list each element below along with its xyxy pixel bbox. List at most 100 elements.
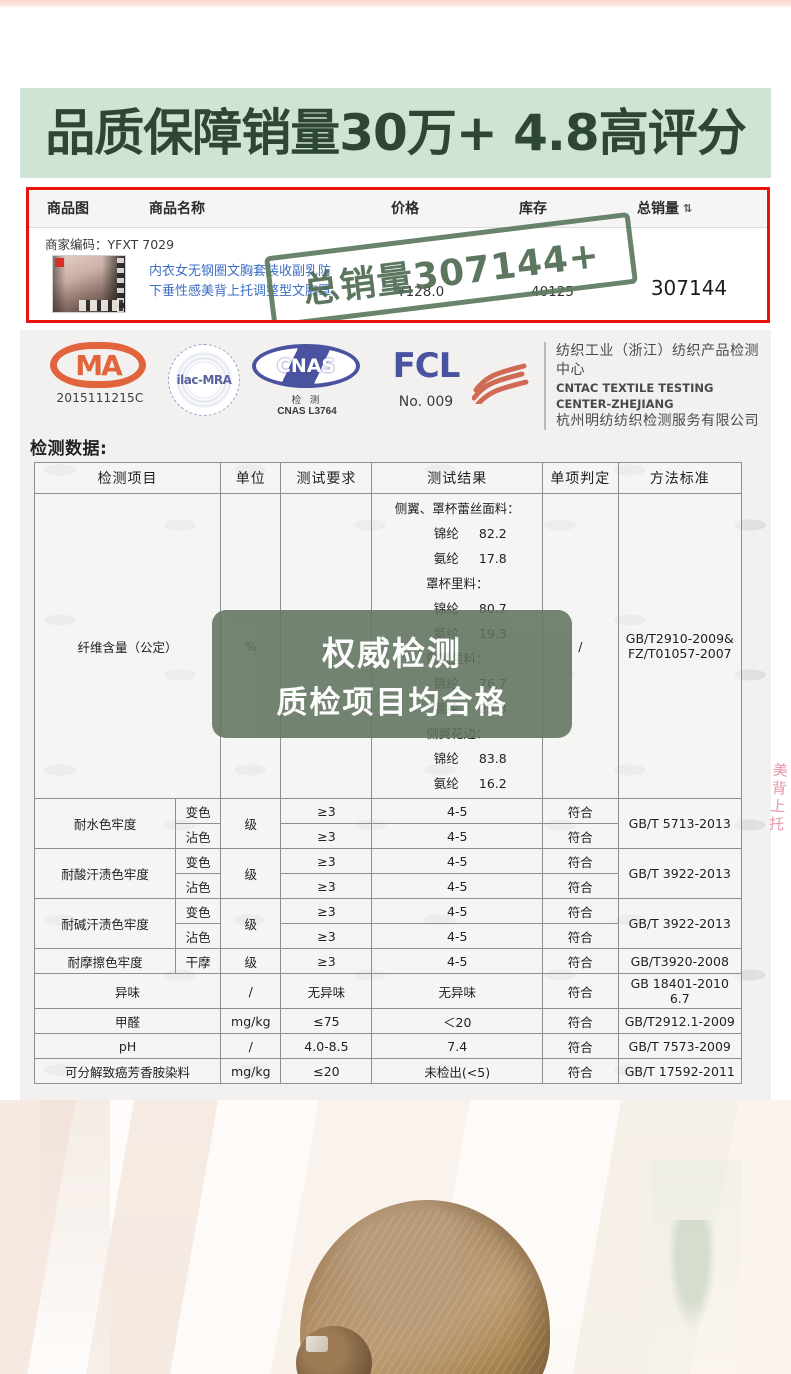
- fiber-group-label: 侧翼、罩杯蕾丝面料：: [394, 501, 520, 516]
- ma-certification-logo: MA 2015111215C: [50, 342, 150, 405]
- fiber-entry: 氨纶 17.8: [433, 551, 507, 566]
- product-name-line2: 下垂性感美背上托调整型文胸罩: [149, 284, 332, 299]
- cell-result: 未检出(<5): [371, 1058, 544, 1084]
- cell-standard: GB/T2912.1-2009: [617, 1008, 743, 1034]
- cell-standard: GB/T3920-2008: [617, 948, 743, 974]
- photo-curtain-left: [40, 1100, 110, 1374]
- sort-toggle-icon[interactable]: ⇅: [683, 202, 693, 215]
- cell-judgement: 符合: [542, 923, 619, 949]
- cnas-sub-label-cn: 检 测: [291, 395, 323, 406]
- cell-result: 无异味: [371, 973, 544, 1009]
- certification-logo-strip: MA 2015111215C ilac-MRA CNAS 检 测 CNAS L3…: [20, 330, 772, 457]
- cell-test-item: 耐碱汗渍色牢度: [33, 898, 177, 949]
- cell-test-item: 耐摩擦色牢度: [33, 948, 177, 974]
- table-row: 耐摩擦色牢度 干摩级 ≥3 4-5 符合 GB/T3920-2008: [33, 948, 743, 974]
- header-standard: 方法标准: [617, 462, 743, 494]
- header-result: 测试结果: [371, 462, 544, 494]
- table-row: 沾色 ≥3 4-5 符合: [35, 873, 742, 899]
- filmstrip-decoration: [117, 258, 124, 312]
- column-header-name: 商品名称: [149, 201, 205, 217]
- cell-requirement: ≥3: [280, 873, 373, 899]
- cell-requirement: ≤75: [280, 1008, 373, 1034]
- cell-unit: 级: [220, 948, 282, 974]
- cell-unit: 级: [220, 798, 282, 849]
- product-thumbnail-image[interactable]: [52, 255, 126, 313]
- lab-name-cn-secondary: 杭州明纺纺织检测服务有限公司: [556, 413, 759, 429]
- cell-result: 4-5: [371, 798, 544, 824]
- header-unit: 单位: [220, 462, 282, 494]
- cell-test-item: 耐水色牢度: [33, 798, 177, 849]
- ma-mark-icon: MA: [50, 342, 146, 388]
- column-header-sales-label: 总销量: [637, 201, 679, 217]
- cnas-certification-logo: CNAS 检 测 CNAS L3764: [252, 344, 362, 417]
- cell-judgement: 符合: [542, 1058, 619, 1084]
- column-header-image: 商品图: [47, 201, 89, 217]
- headline-text: 品质保障销量30万+ 4.8高评分: [45, 104, 746, 162]
- cell-test-subitem: 沾色: [175, 923, 222, 949]
- cell-standard: GB/T 3922-2013: [617, 848, 743, 899]
- cell-unit: 级: [220, 848, 282, 899]
- cell-standard: GB 18401-2010 6.7: [617, 973, 743, 1009]
- fcl-number-label: No. 009: [398, 394, 454, 410]
- column-header-stock: 库存: [519, 201, 547, 217]
- cell-test-item: 异味: [33, 973, 222, 1009]
- cnas-mark-icon: CNAS: [252, 344, 360, 388]
- product-sales-panel: 商品图 商品名称 价格 库存 总销量 ⇅ 商家编码：YFXT 7029 内衣女无钢…: [26, 187, 770, 323]
- ma-certificate-code: 2015111215C: [56, 391, 144, 405]
- header-test-item: 检测项目: [33, 462, 222, 494]
- top-accent-strip: [0, 0, 791, 8]
- table-body: 纤维含量（公定）%/侧翼、罩杯蕾丝面料：锦纶 82.2氨纶 17.8罩杯里料：锦…: [33, 493, 743, 1084]
- header-judgement: 单项判定: [542, 462, 619, 494]
- header-requirement: 测试要求: [280, 462, 373, 494]
- fiber-group-label: 罩杯里料：: [425, 576, 489, 591]
- cell-judgement: 符合: [542, 1008, 619, 1034]
- cell-test-subitem: 沾色: [175, 823, 222, 849]
- cell-requirement: ≤20: [280, 1058, 373, 1084]
- edge-vertical-text: 美背上托: [766, 761, 790, 835]
- cell-test-subitem: 干摩: [175, 948, 222, 974]
- cell-result: 4-5: [371, 898, 544, 924]
- product-total-sales-value: 307144: [650, 276, 728, 300]
- quality-highlight-overlay: 权威检测 质检项目均合格: [212, 610, 572, 738]
- ilac-mark-icon: ilac-MRA: [176, 373, 232, 387]
- cell-standard: GB/T 3922-2013: [617, 898, 743, 949]
- cell-test-item: pH: [33, 1033, 222, 1059]
- quality-overlay-line2: 质检项目均合格: [276, 684, 508, 721]
- table-row: 可分解致癌芳香胺染料 mg/kg ≤20 未检出(<5) 符合 GB/T 17592-20…: [33, 1058, 743, 1084]
- cell-requirement: ≥3: [280, 823, 373, 849]
- cell-judgement: 符合: [542, 948, 619, 974]
- cell-test-subitem: 沾色: [175, 873, 222, 899]
- cell-requirement: ≥3: [280, 948, 373, 974]
- video-badge-icon: [55, 258, 64, 267]
- cell-test-item: 可分解致癌芳香胺染料: [33, 1058, 222, 1084]
- column-header-sales[interactable]: 总销量 ⇅: [637, 190, 692, 228]
- cell-unit: /: [220, 973, 282, 1009]
- cell-test-subitem: 变色: [175, 798, 222, 824]
- cell-judgement: 符合: [542, 848, 619, 874]
- table-row: 异味 / 无异味 无异味 符合 GB 18401-2010 6.7: [33, 973, 743, 1009]
- cell-result: 4-5: [371, 923, 544, 949]
- cell-requirement: ≥3: [280, 798, 373, 824]
- product-price-value: ¥128.0: [397, 284, 445, 300]
- cell-requirement: 4.0-8.5: [280, 1033, 373, 1059]
- cell-test-item: 甲醛: [33, 1008, 222, 1034]
- thumbnail-strip-decoration: [79, 300, 123, 311]
- merchant-code-label: 商家编码：YFXT 7029: [45, 237, 175, 252]
- product-stock-value: 40125: [531, 284, 574, 300]
- test-data-table: 检测项目 单位 测试要求 测试结果 单项判定 方法标准 纤维含量（公定）%/侧翼…: [33, 462, 743, 1084]
- ilac-mra-logo: ilac-MRA: [168, 344, 240, 416]
- cell-requirement: 无异味: [280, 973, 373, 1009]
- product-name-line1: 内衣女无钢圈文胸套装收副乳防: [149, 264, 332, 279]
- cell-judgement: 符合: [542, 898, 619, 924]
- total-sales-stamp: 总销量307144+: [263, 211, 639, 320]
- testing-lab-identity: 纺织工业（浙江）纺织产品检测中心 CNTAC TEXTILE TESTING C…: [472, 342, 772, 457]
- cell-test-subitem: 变色: [175, 848, 222, 874]
- lab-name-en-primary: CNTAC TEXTILE TESTING CENTER-ZHEJIANG: [556, 381, 714, 411]
- cell-result: 4-5: [371, 823, 544, 849]
- cell-judgement: 符合: [542, 873, 619, 899]
- cell-result: 7.4: [371, 1033, 544, 1059]
- cell-standard: GB/T 17592-2011: [617, 1058, 743, 1084]
- cell-judgement: 符合: [542, 823, 619, 849]
- product-name-link[interactable]: 内衣女无钢圈文胸套装收副乳防 下垂性感美背上托调整型文胸罩: [149, 262, 409, 302]
